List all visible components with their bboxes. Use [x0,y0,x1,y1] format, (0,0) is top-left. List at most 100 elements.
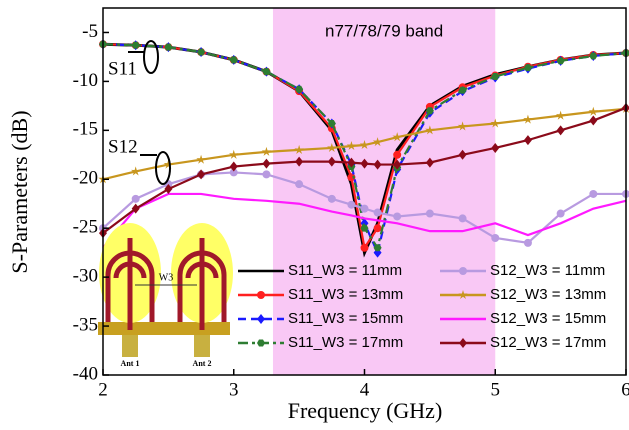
marker [373,159,382,170]
x-tick-label: 5 [491,379,501,400]
marker [459,338,467,348]
marker [257,314,265,324]
marker [589,115,598,126]
legend-entry: S11_W3 = 15mm [238,310,403,327]
marker [589,189,598,198]
marker [490,118,501,128]
legend-entry: S12_W3 = 15mm [440,310,606,327]
marker [359,140,370,150]
annotation: S12 [108,136,138,157]
marker [360,204,369,213]
y-axis-label: S-Parameters (dB) [7,110,32,273]
marker [491,142,500,153]
marker [523,64,532,72]
marker [360,158,369,169]
marker [229,56,238,64]
marker [262,170,271,179]
series-line [102,192,627,249]
band-layer: n77/78/79 band [272,8,496,375]
y-tick-label: -40 [73,363,98,384]
marker [523,114,533,124]
plot-layer [98,39,629,258]
y-tick-label: -15 [73,119,98,140]
marker [262,68,271,76]
marker [457,121,468,131]
marker [425,107,434,115]
marker [197,169,206,180]
legend-label: S12_W3 = 13mm [490,286,606,303]
marker [347,157,356,168]
marker [130,166,141,176]
marker [556,57,565,65]
marker [425,209,434,218]
marker [164,184,173,195]
marker [459,267,467,275]
marker [523,238,532,247]
inset-label: W3 [159,272,173,283]
marker [392,132,402,142]
marker [458,290,468,300]
marker [393,150,402,159]
marker [257,339,265,347]
y-tick-label: -25 [73,217,98,238]
marker [373,224,382,233]
marker [327,142,337,152]
ant-shapes [105,238,227,330]
inset-label: Ant 1 [121,359,140,368]
legend-label: S12_W3 = 15mm [490,310,606,327]
marker [589,52,598,60]
marker [347,173,356,182]
marker [458,86,467,94]
connector [122,335,138,357]
y-tick-label: -5 [82,21,98,42]
x-tick-label: 4 [360,379,370,400]
y-tick-label: -30 [73,265,98,286]
legend-label: S11_W3 = 15mm [288,310,403,327]
marker [588,106,599,116]
y-tick-label: -20 [73,168,98,189]
marker [347,200,356,209]
marker [327,120,336,127]
marker [294,144,304,154]
legend-label: S12_W3 = 11mm [490,262,605,279]
legend-entry: S11_W3 = 11mm [238,262,402,279]
marker [523,135,532,146]
marker [393,159,402,170]
marker [295,156,304,167]
legend-label: S12_W3 = 17mm [490,334,606,351]
legend-entry: S11_W3 = 13mm [238,286,403,303]
x-tick-label: 3 [229,379,239,400]
substrate [98,322,230,335]
marker [458,149,467,160]
legend-entry: S12_W3 = 11mm [440,262,605,279]
marker [327,194,336,203]
marker [163,159,174,169]
legend-entry: S12_W3 = 13mm [440,286,606,303]
marker [372,137,383,147]
x-tick-label: 2 [98,379,108,400]
inset-label: Ant 2 [193,359,212,368]
marker [295,180,304,189]
marker [360,224,369,232]
marker [261,146,272,156]
band-label: n77/78/79 band [325,21,443,40]
band [272,8,496,375]
connector [194,335,210,357]
marker [229,161,238,172]
marker [491,233,500,242]
annotation: S11 [108,58,137,79]
marker [257,291,265,299]
legend-entry: S11_W3 = 17mm [238,334,403,351]
legend-label: S11_W3 = 17mm [288,334,403,351]
marker [555,110,566,120]
marker [393,212,402,221]
marker [262,158,271,169]
marker [196,154,206,164]
marker [131,41,140,49]
marker [131,203,140,214]
marker [346,140,357,151]
marker [556,125,565,136]
marker [425,125,435,135]
marker [228,149,239,159]
